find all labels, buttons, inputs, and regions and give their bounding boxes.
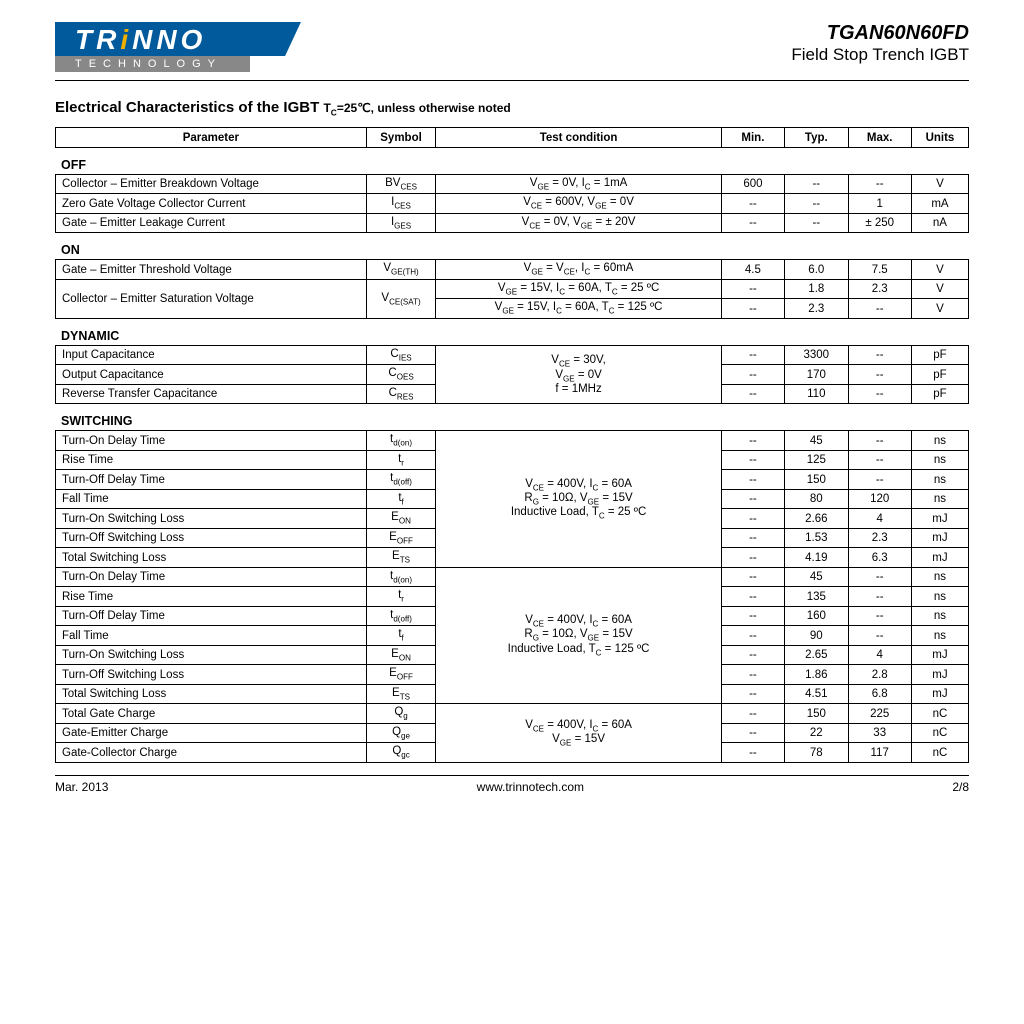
on-table: Gate – Emitter Threshold Voltage VGE(TH)… bbox=[55, 259, 969, 319]
footer-date: Mar. 2013 bbox=[55, 780, 108, 794]
off-table: Collector – Emitter Breakdown Voltage BV… bbox=[55, 174, 969, 234]
page-header: TRiNNO TECHNOLOGY TGAN60N60FD Field Stop… bbox=[55, 22, 969, 81]
company-logo: TRiNNO TECHNOLOGY bbox=[55, 22, 275, 72]
group-switching-label: SWITCHING bbox=[61, 414, 969, 428]
group-off-label: OFF bbox=[61, 158, 969, 172]
dynamic-table: Input Capacitance CIES VCE = 30V,VGE = 0… bbox=[55, 345, 969, 405]
column-header-table: Parameter Symbol Test condition Min. Typ… bbox=[55, 127, 969, 148]
footer-url: www.trinnotech.com bbox=[477, 780, 584, 794]
product-subtitle: Field Stop Trench IGBT bbox=[791, 45, 969, 65]
group-dynamic-label: DYNAMIC bbox=[61, 329, 969, 343]
part-number: TGAN60N60FD bbox=[791, 22, 969, 45]
section-title: Electrical Characteristics of the IGBT T… bbox=[55, 99, 969, 117]
footer-page: 2/8 bbox=[952, 780, 969, 794]
group-on-label: ON bbox=[61, 243, 969, 257]
page-footer: Mar. 2013 www.trinnotech.com 2/8 bbox=[55, 775, 969, 794]
switching-table: Turn-On Delay Timetd(on) VCE = 400V, IC … bbox=[55, 430, 969, 763]
